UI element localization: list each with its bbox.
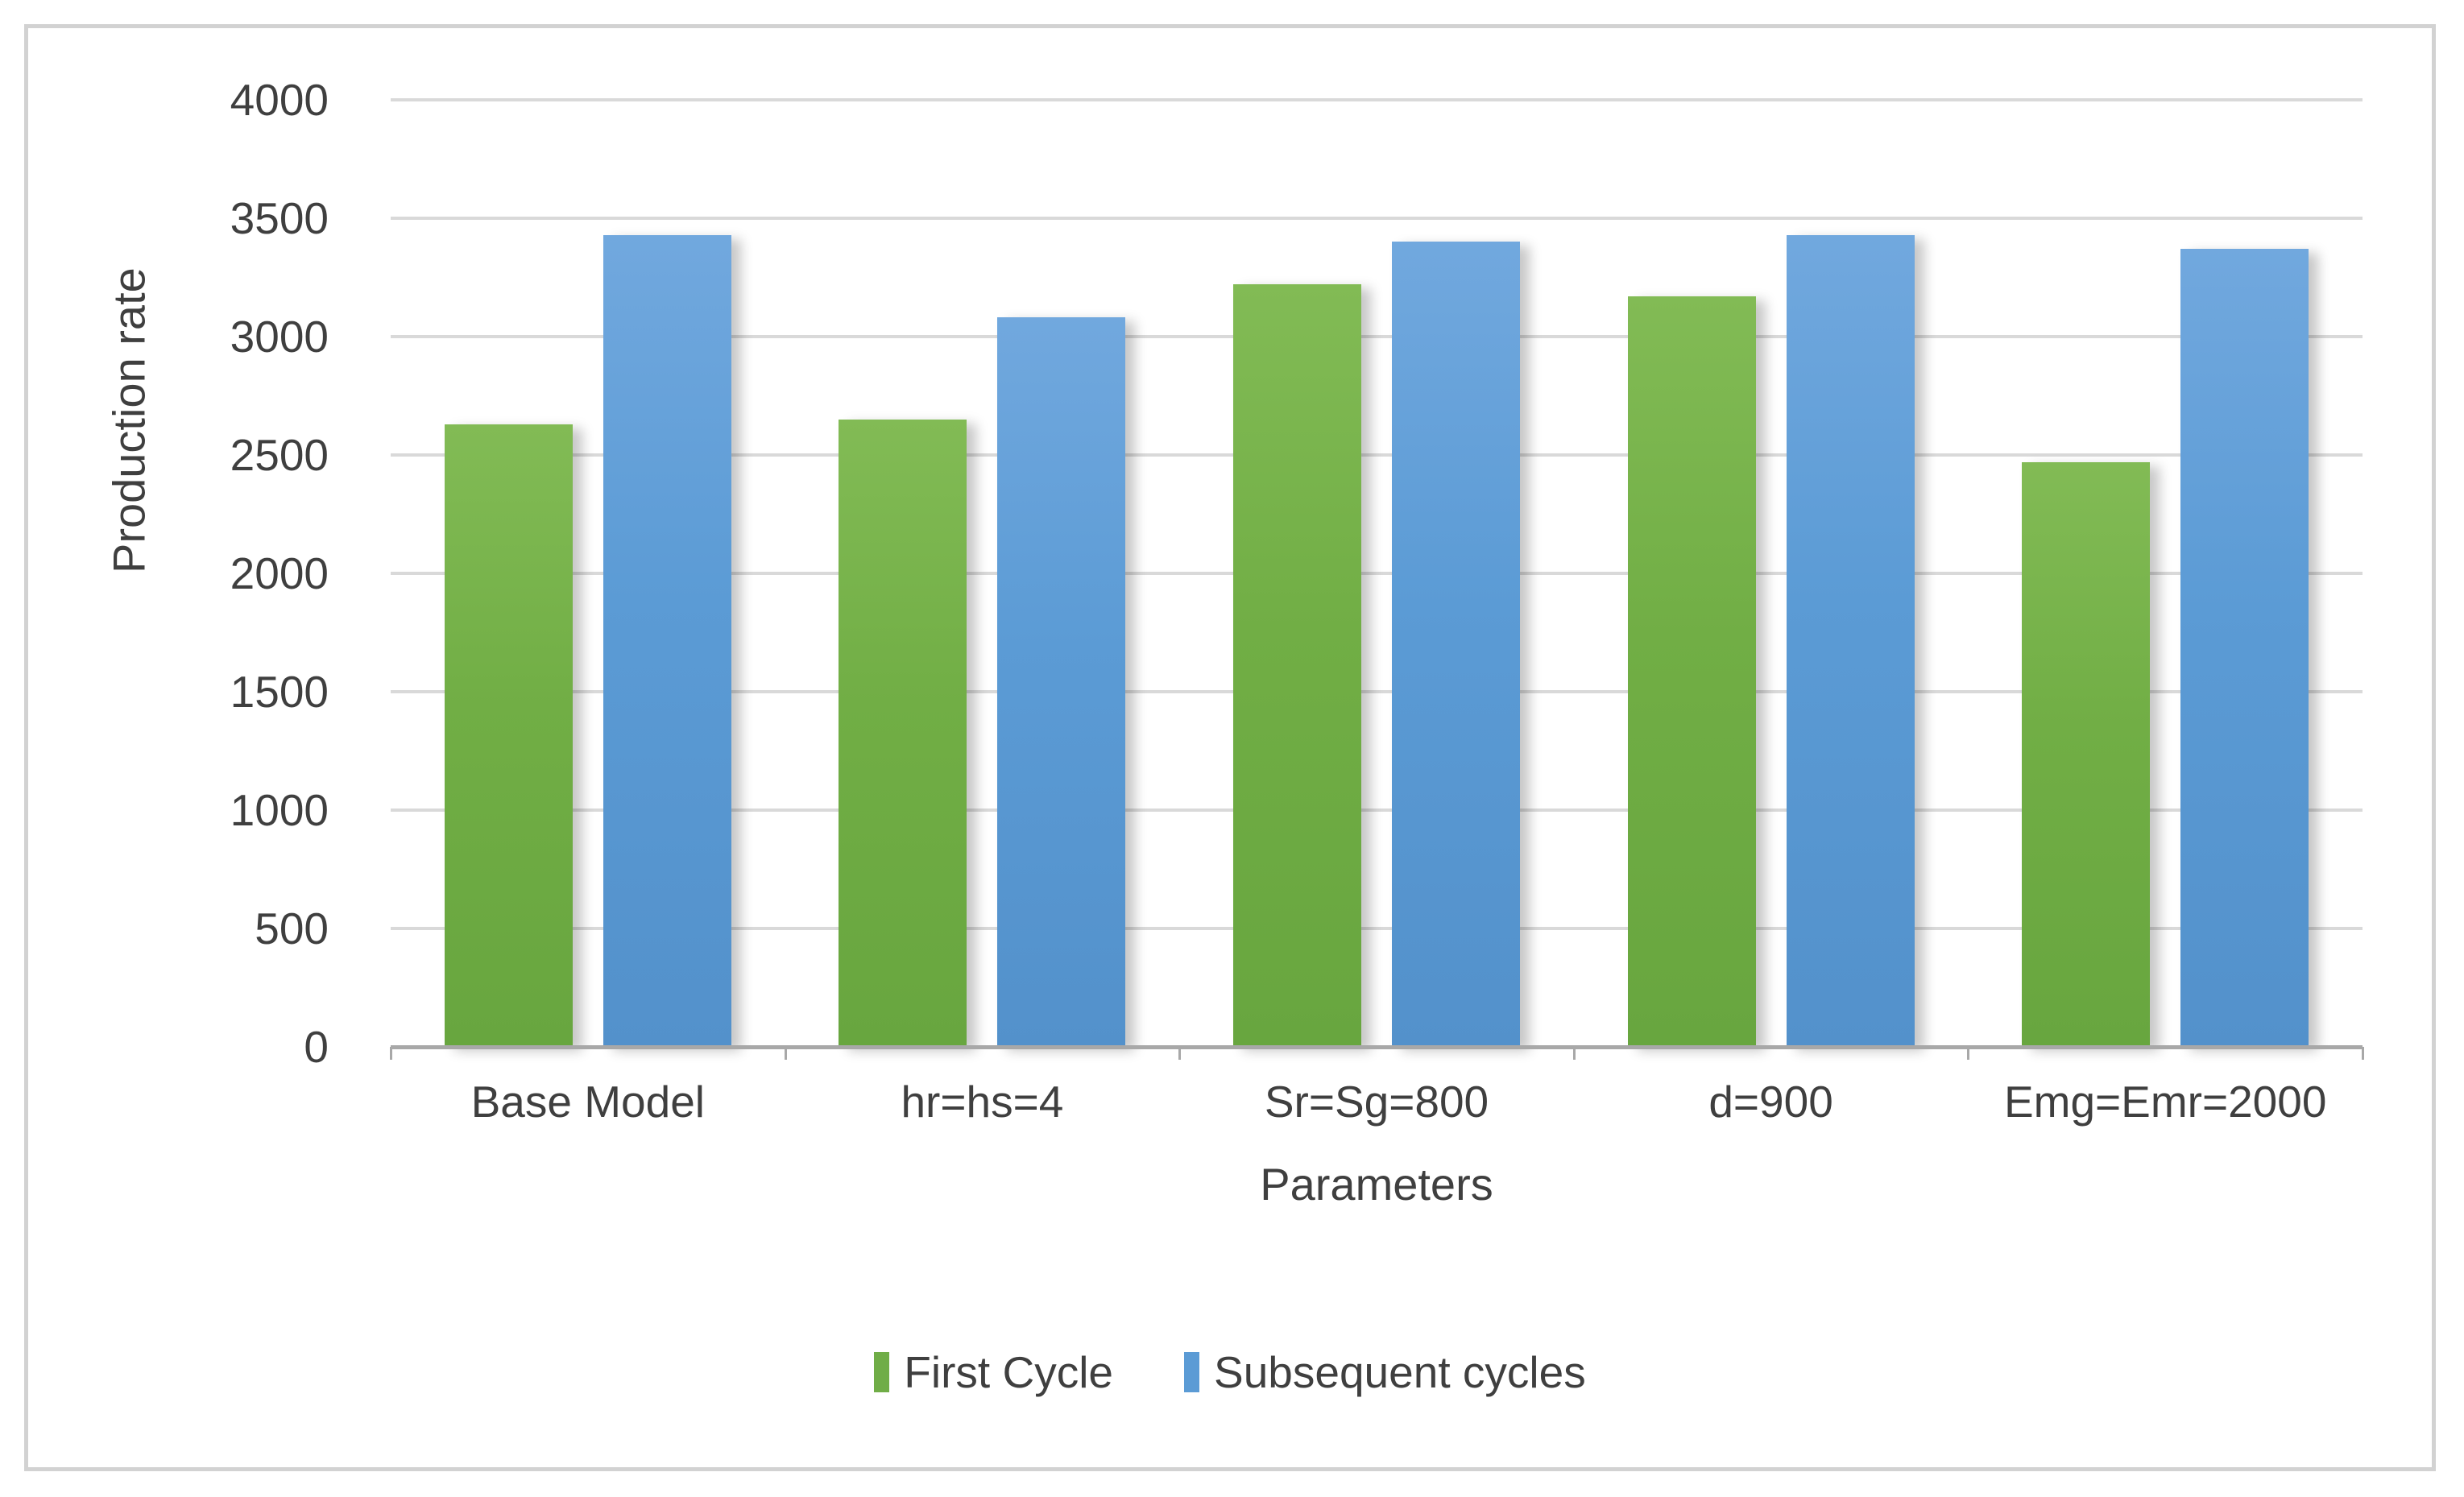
- bar-subsequent-cycles-1: [603, 234, 731, 1047]
- x-axis-tick: [390, 1047, 392, 1060]
- y-tick-label-1000: 1000: [230, 785, 329, 835]
- gridline-500: [391, 927, 2363, 930]
- bar-first-cycle-3: [1233, 284, 1361, 1047]
- bar-subsequent-cycles-5: [2180, 249, 2309, 1047]
- x-axis-tick: [784, 1047, 787, 1060]
- y-tick-label-3500: 3500: [230, 193, 329, 243]
- x-axis-tick: [1178, 1047, 1182, 1060]
- bar-first-cycle-1: [444, 424, 573, 1047]
- gridline-1500: [391, 690, 2363, 693]
- y-tick-label-3000: 3000: [230, 312, 329, 362]
- y-tick-label-2000: 2000: [230, 548, 329, 598]
- gridline-4000: [391, 98, 2363, 101]
- bar-subsequent-cycles-3: [1392, 242, 1520, 1047]
- x-category-label-3: Sr=Sg=800: [1264, 1077, 1489, 1127]
- bar-subsequent-cycles-2: [997, 317, 1126, 1047]
- y-tick-label-2500: 2500: [230, 430, 329, 480]
- y-tick-label-0: 0: [304, 1022, 329, 1072]
- gridline-3000: [391, 335, 2363, 338]
- gridline-2000: [391, 572, 2363, 575]
- y-tick-label-500: 500: [255, 904, 329, 953]
- x-category-label-2: hr=hs=4: [901, 1077, 1064, 1127]
- chart-frame: 0 500 1000 1500 2000 2500 3000 3500 4000 Base Mod…: [24, 24, 2436, 1471]
- gridline-2500: [391, 453, 2363, 457]
- bar-subsequent-cycles-4: [1786, 234, 1915, 1047]
- x-axis-tick: [1572, 1047, 1576, 1060]
- x-axis-line: [391, 1045, 2363, 1049]
- x-category-label-4: d=900: [1708, 1077, 1833, 1127]
- x-axis-tick: [2362, 1047, 2364, 1060]
- x-category-label-5: Emg=Emr=2000: [2003, 1077, 2327, 1127]
- bar-first-cycle-5: [2022, 461, 2151, 1047]
- y-tick-label-1500: 1500: [230, 667, 329, 717]
- bar-first-cycle-4: [1627, 296, 1756, 1047]
- x-category-label-1: Base Model: [470, 1077, 706, 1127]
- y-tick-label-4000: 4000: [230, 75, 329, 125]
- gridline-3500: [391, 217, 2363, 220]
- x-axis-tick: [1967, 1047, 1970, 1060]
- gridline-1000: [391, 808, 2363, 812]
- bar-first-cycle-2: [839, 419, 967, 1047]
